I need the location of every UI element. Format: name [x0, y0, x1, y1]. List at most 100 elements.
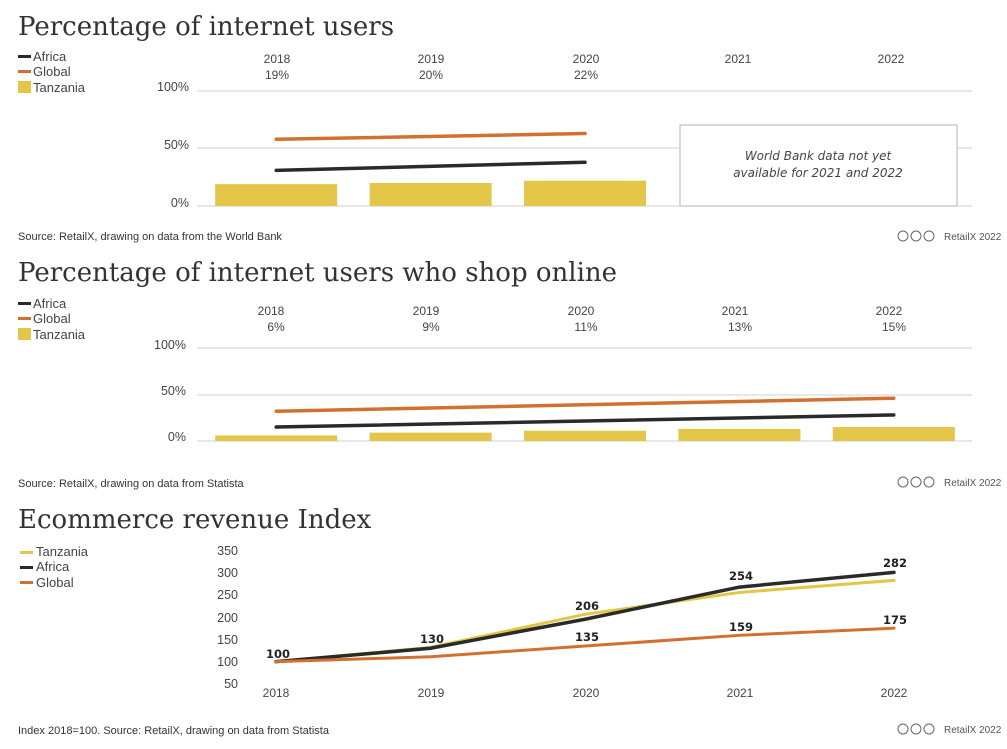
chart1-note-line: World Bank data not yet: [745, 149, 893, 163]
legend-swatch-africa: [20, 566, 33, 569]
chart3-data-label: 254: [729, 569, 753, 583]
chart3-xtick: 2019: [418, 686, 445, 700]
chart3-y-ticks: 350 300 250 200 150 100 50: [217, 544, 238, 691]
chart3-source: Index 2018=100. Source: RetailX, drawing…: [18, 725, 330, 737]
line-africa: [274, 570, 896, 664]
bar-tanzania-2020: [524, 430, 646, 441]
chart3-ytick: 350: [217, 544, 238, 558]
chart1-year-label: 2021: [725, 52, 752, 66]
chart1-year-label: 2019: [418, 52, 445, 66]
bar-tanzania-2019: [369, 432, 492, 441]
chart2-value-label: 15%: [882, 320, 906, 334]
chart1-source: Source: RetailX, drawing on data from th…: [18, 231, 282, 243]
chart3-data-label: 159: [729, 620, 753, 634]
chart3-ytick: 250: [217, 588, 238, 602]
credit-text: RetailX 2022: [944, 725, 1002, 736]
chart3-marks: [274, 570, 896, 664]
line-global: [274, 626, 896, 664]
chart1-ytick: 0%: [171, 196, 189, 210]
line-africa: [274, 160, 587, 173]
bar-tanzania-2020: [524, 180, 646, 206]
legend-label-africa: Africa: [36, 559, 70, 574]
chart3-credit: RetailX 2022: [897, 723, 1002, 736]
chart2-year-label: 2022: [876, 304, 903, 318]
chart1-value-label: 19%: [265, 68, 289, 82]
legend-swatch-global: [20, 581, 33, 584]
chart1-title: Percentage of internet users: [18, 12, 394, 42]
bar-tanzania-2021: [678, 428, 801, 441]
equals-icon: [923, 723, 935, 735]
chart2-y-ticks: 100% 50% 0%: [154, 338, 186, 444]
chart1-credit: RetailX 2022: [897, 230, 1002, 243]
chart1-y-ticks: 100% 50% 0%: [157, 80, 189, 210]
chart1-marks: [215, 131, 646, 206]
chart1-note-box: World Bank data not yet available for 20…: [679, 124, 958, 207]
attribution-icon: [910, 723, 922, 735]
legend-label-africa: Africa: [33, 296, 67, 311]
chart-online-shoppers: Percentage of internet users who shop on…: [18, 258, 1002, 490]
chart3-data-label: 130: [420, 632, 444, 646]
chart2-ytick: 100%: [154, 338, 186, 352]
chart3-data-label: 206: [575, 599, 599, 613]
line-global: [274, 131, 587, 142]
line-global: [274, 396, 896, 413]
bar-tanzania-2019: [369, 183, 492, 206]
chart1-value-labels: 19% 20% 22%: [265, 68, 598, 82]
chart2-ytick: 0%: [168, 430, 186, 444]
bar-tanzania-2018: [215, 435, 338, 441]
legend-label-tanzania: Tanzania: [33, 80, 86, 95]
chart3-ytick: 300: [217, 566, 238, 580]
chart3-data-label: 135: [575, 630, 599, 644]
chart1-year-label: 2020: [573, 52, 600, 66]
line-africa: [274, 413, 896, 429]
chart2-value-label: 9%: [422, 320, 440, 334]
chart3-ytick: 200: [217, 611, 238, 625]
chart3-data-label: 175: [883, 613, 907, 627]
chart3-data-labels: 100 130 206 135 254 159 282 175: [266, 556, 907, 661]
credit-text: RetailX 2022: [944, 232, 1002, 243]
line-tanzania: [274, 578, 896, 664]
legend-label-africa: Africa: [33, 49, 67, 64]
chart3-xtick: 2018: [263, 686, 290, 700]
legend-label-global: Global: [36, 575, 74, 590]
chart2-year-label: 2018: [258, 304, 285, 318]
chart2-marks: [215, 396, 955, 441]
attribution-icon: [910, 476, 922, 488]
chart2-value-label: 13%: [728, 320, 752, 334]
legend-swatch-global: [18, 70, 31, 73]
chart3-ytick: 50: [224, 677, 238, 691]
chart3-title: Ecommerce revenue Index: [18, 505, 372, 535]
credit-text: RetailX 2022: [944, 478, 1002, 489]
chart2-year-label: 2020: [568, 304, 595, 318]
bar-tanzania-2018: [215, 184, 338, 206]
chart1-year-label: 2022: [878, 52, 905, 66]
legend-label-global: Global: [33, 311, 71, 326]
legend-label-tanzania: Tanzania: [36, 544, 89, 559]
chart3-xtick: 2021: [727, 686, 754, 700]
chart3-xtick: 2022: [881, 686, 908, 700]
chart1-ytick: 50%: [164, 138, 189, 152]
chart3-xtick: 2020: [573, 686, 600, 700]
bar-tanzania-2022: [832, 427, 955, 441]
chart2-title: Percentage of internet users who shop on…: [18, 258, 617, 288]
cc-icon: [897, 723, 909, 735]
chart-internet-users: Percentage of internet users Africa Glob…: [18, 12, 1002, 243]
chart2-year-labels: 2018 2019 2020 2021 2022: [258, 304, 903, 318]
chart3-ytick: 100: [217, 655, 238, 669]
chart2-legend: Africa Global Tanzania: [18, 296, 86, 342]
chart1-value-label: 20%: [419, 68, 443, 82]
legend-swatch-tanzania: [18, 328, 31, 340]
chart2-source: Source: RetailX, drawing on data from St…: [18, 478, 244, 490]
chart1-year-labels: 2018 2019 2020 2021 2022: [264, 52, 905, 66]
chart1-note-frame: [679, 124, 958, 207]
chart2-credit: RetailX 2022: [897, 476, 1002, 489]
cc-icon: [897, 476, 909, 488]
chart2-year-label: 2021: [722, 304, 749, 318]
legend-label-global: Global: [33, 64, 71, 79]
cc-icon: [897, 230, 909, 242]
chart3-data-label: 282: [883, 556, 907, 570]
chart1-year-label: 2018: [264, 52, 291, 66]
legend-swatch-africa: [18, 55, 31, 58]
chart3-ytick: 150: [217, 633, 238, 647]
